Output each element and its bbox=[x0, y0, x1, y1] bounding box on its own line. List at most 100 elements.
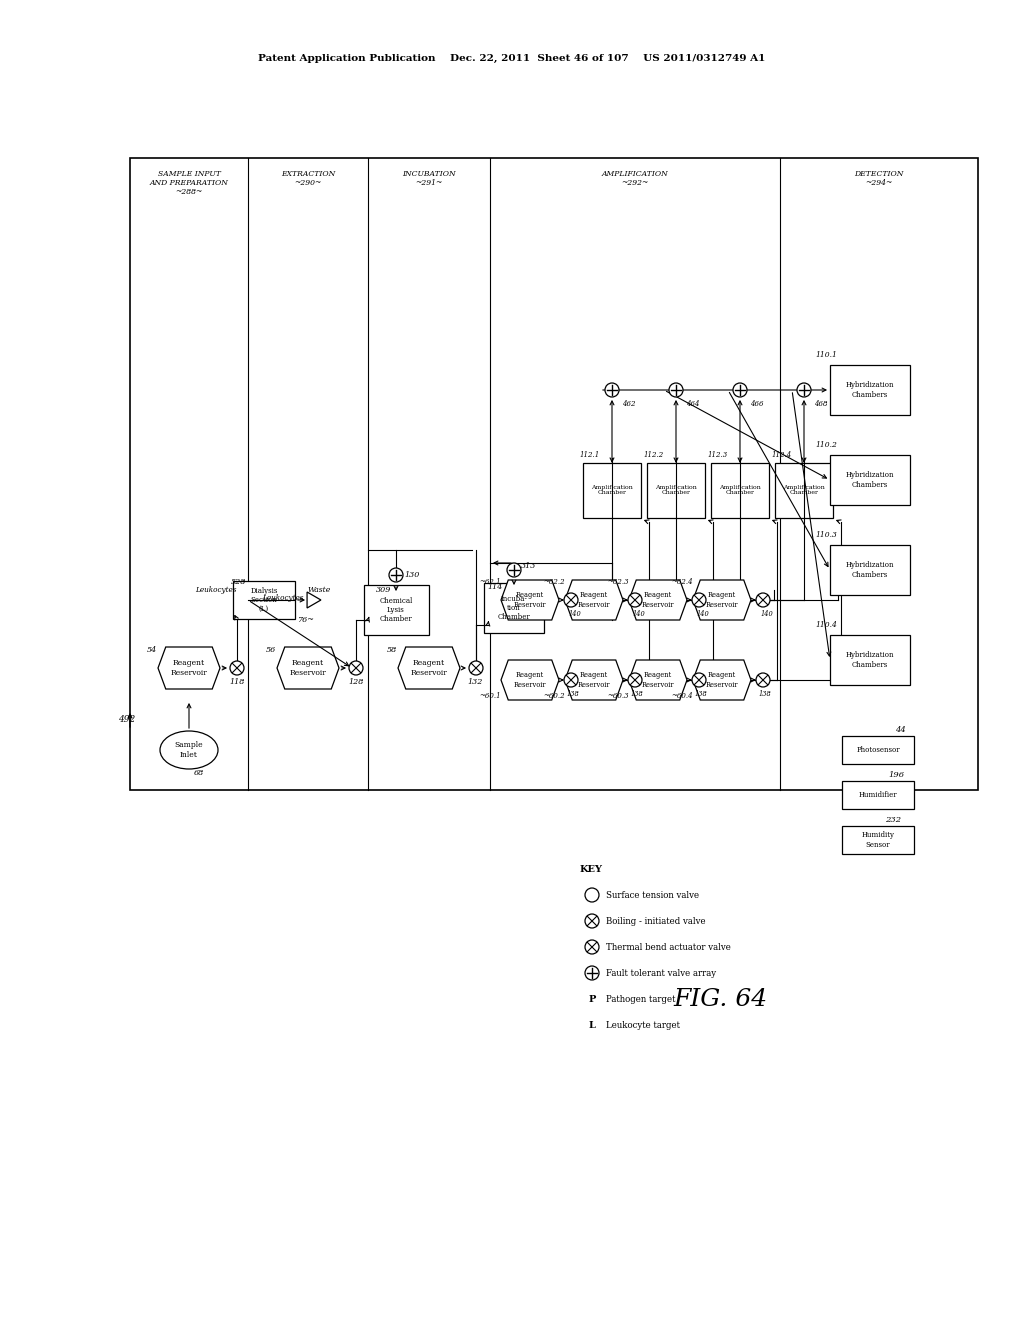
Text: 112.4: 112.4 bbox=[772, 451, 793, 459]
Text: 112.3: 112.3 bbox=[708, 451, 728, 459]
Text: 140: 140 bbox=[697, 610, 710, 618]
Circle shape bbox=[756, 593, 770, 607]
Bar bbox=[830, 635, 910, 685]
Text: 44: 44 bbox=[895, 726, 906, 734]
Text: 140: 140 bbox=[761, 610, 774, 618]
Circle shape bbox=[669, 383, 683, 397]
Polygon shape bbox=[501, 660, 559, 700]
Text: Hybridization
Chambers: Hybridization Chambers bbox=[846, 651, 894, 669]
Bar bbox=[830, 545, 910, 595]
Polygon shape bbox=[629, 579, 687, 620]
Circle shape bbox=[797, 383, 811, 397]
Polygon shape bbox=[398, 647, 460, 689]
Text: 468: 468 bbox=[814, 400, 827, 408]
Circle shape bbox=[585, 913, 599, 928]
Text: Reagent
Reservoir: Reagent Reservoir bbox=[578, 672, 610, 689]
Text: 464: 464 bbox=[686, 400, 699, 408]
Text: Surface tension valve: Surface tension valve bbox=[606, 891, 699, 899]
Text: P: P bbox=[589, 994, 596, 1003]
Circle shape bbox=[692, 673, 706, 686]
Bar bbox=[711, 462, 769, 517]
Bar bbox=[647, 462, 705, 517]
Circle shape bbox=[230, 661, 244, 675]
Polygon shape bbox=[307, 591, 321, 609]
Text: ~60.3: ~60.3 bbox=[607, 692, 629, 700]
Bar bbox=[775, 462, 833, 517]
Text: 466: 466 bbox=[750, 400, 764, 408]
Bar bbox=[830, 366, 910, 414]
Text: Thermal bend actuator valve: Thermal bend actuator valve bbox=[606, 942, 731, 952]
Text: 110.2: 110.2 bbox=[815, 441, 837, 449]
Circle shape bbox=[585, 888, 599, 902]
Text: 130: 130 bbox=[404, 572, 420, 579]
Text: Reagent
Reservoir: Reagent Reservoir bbox=[411, 660, 447, 677]
Ellipse shape bbox=[160, 731, 218, 770]
Circle shape bbox=[692, 593, 706, 607]
Text: 196: 196 bbox=[888, 771, 904, 779]
Text: ~60.4: ~60.4 bbox=[671, 692, 692, 700]
Text: Reagent
Reservoir: Reagent Reservoir bbox=[514, 672, 546, 689]
Text: Reagent
Reservoir: Reagent Reservoir bbox=[514, 591, 546, 609]
Text: Reagent
Reservoir: Reagent Reservoir bbox=[706, 672, 738, 689]
Text: Patent Application Publication    Dec. 22, 2011  Sheet 46 of 107    US 2011/0312: Patent Application Publication Dec. 22, … bbox=[258, 54, 766, 62]
Bar bbox=[583, 462, 641, 517]
Text: L: L bbox=[589, 1020, 595, 1030]
Text: Amplification
Chamber: Amplification Chamber bbox=[591, 484, 633, 495]
Text: Hybridization
Chambers: Hybridization Chambers bbox=[846, 561, 894, 578]
Polygon shape bbox=[693, 579, 751, 620]
Text: 138: 138 bbox=[695, 690, 708, 698]
Bar bbox=[830, 455, 910, 506]
Polygon shape bbox=[278, 647, 339, 689]
Text: 140: 140 bbox=[633, 610, 646, 618]
Text: 462: 462 bbox=[622, 400, 636, 408]
Circle shape bbox=[564, 673, 578, 686]
Circle shape bbox=[389, 568, 403, 582]
Text: ~60.2: ~60.2 bbox=[543, 692, 564, 700]
Text: Boiling - initiated valve: Boiling - initiated valve bbox=[606, 916, 706, 925]
Circle shape bbox=[585, 966, 599, 979]
Text: Hybridization
Chambers: Hybridization Chambers bbox=[846, 381, 894, 399]
Text: Humidity
Sensor: Humidity Sensor bbox=[861, 832, 895, 849]
Text: Humidifier: Humidifier bbox=[859, 791, 897, 799]
Text: DETECTION
~294~: DETECTION ~294~ bbox=[854, 170, 904, 187]
Text: Amplification
Chamber: Amplification Chamber bbox=[719, 484, 761, 495]
Text: Reagent
Reservoir: Reagent Reservoir bbox=[642, 591, 674, 609]
Text: Reagent
Reservoir: Reagent Reservoir bbox=[290, 660, 327, 677]
Text: Incuba-
tion
Chamber: Incuba- tion Chamber bbox=[498, 595, 530, 622]
Circle shape bbox=[507, 564, 521, 577]
Text: 492: 492 bbox=[118, 715, 135, 725]
Text: Leukocyte target: Leukocyte target bbox=[606, 1020, 680, 1030]
Text: ~60.1: ~60.1 bbox=[479, 692, 501, 700]
Bar bbox=[842, 737, 914, 764]
Text: 112.1: 112.1 bbox=[580, 451, 600, 459]
Text: SAMPLE INPUT
AND PREPARATION
~288~: SAMPLE INPUT AND PREPARATION ~288~ bbox=[150, 170, 228, 197]
Text: Reagent
Reservoir: Reagent Reservoir bbox=[706, 591, 738, 609]
Text: INCUBATION
~291~: INCUBATION ~291~ bbox=[402, 170, 456, 187]
Text: 114: 114 bbox=[487, 583, 503, 591]
Polygon shape bbox=[565, 579, 623, 620]
Circle shape bbox=[585, 940, 599, 954]
Text: 118: 118 bbox=[229, 678, 245, 686]
Text: Reagent
Reservoir: Reagent Reservoir bbox=[171, 660, 208, 677]
Text: 528: 528 bbox=[231, 578, 247, 586]
Text: 128: 128 bbox=[348, 678, 364, 686]
Text: 56: 56 bbox=[266, 645, 276, 653]
Bar bbox=[842, 826, 914, 854]
Text: Reagent
Reservoir: Reagent Reservoir bbox=[578, 591, 610, 609]
Text: 313: 313 bbox=[521, 562, 537, 570]
Text: Waste: Waste bbox=[307, 586, 331, 594]
Text: 138: 138 bbox=[631, 690, 644, 698]
Text: 138: 138 bbox=[759, 690, 772, 698]
Text: Sample
Inlet: Sample Inlet bbox=[175, 742, 204, 759]
Bar bbox=[842, 781, 914, 809]
Text: Chemical
Lysis
Chamber: Chemical Lysis Chamber bbox=[379, 597, 413, 623]
Text: Amplification
Chamber: Amplification Chamber bbox=[655, 484, 697, 495]
Text: Photosensor: Photosensor bbox=[856, 746, 900, 754]
Polygon shape bbox=[158, 647, 220, 689]
Text: Amplification
Chamber: Amplification Chamber bbox=[783, 484, 825, 495]
Text: Leukocytes: Leukocytes bbox=[195, 586, 237, 594]
Text: ~62.1: ~62.1 bbox=[479, 578, 501, 586]
Circle shape bbox=[733, 383, 746, 397]
Text: 132: 132 bbox=[467, 678, 482, 686]
Text: AMPLIFICATION
~292~: AMPLIFICATION ~292~ bbox=[602, 170, 669, 187]
